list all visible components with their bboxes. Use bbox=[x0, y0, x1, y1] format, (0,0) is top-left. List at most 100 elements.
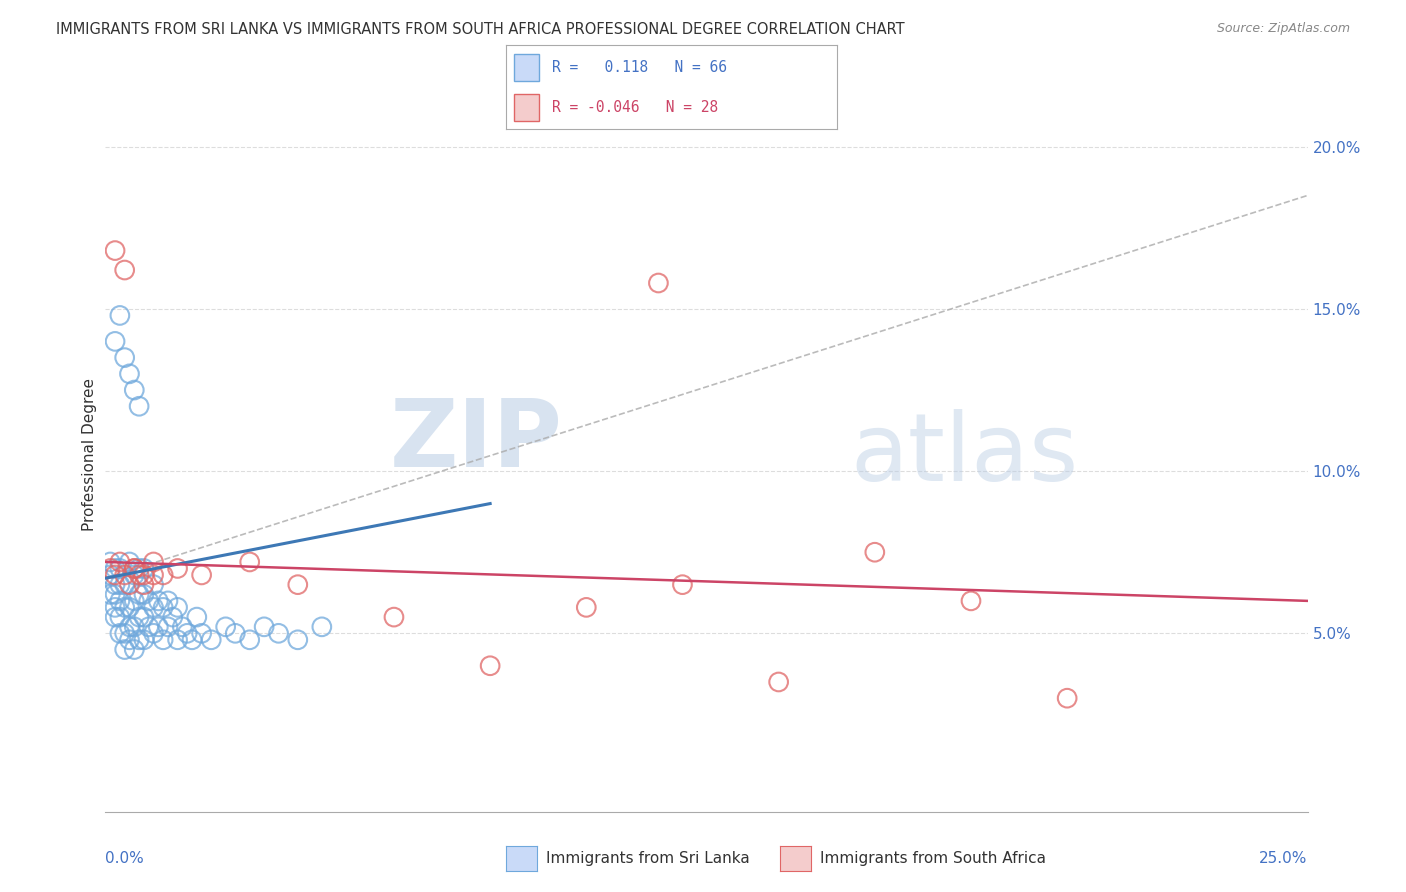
Point bbox=[647, 276, 669, 290]
Point bbox=[176, 626, 198, 640]
Point bbox=[181, 632, 204, 647]
Point bbox=[138, 594, 160, 608]
Point bbox=[152, 600, 174, 615]
Point bbox=[114, 568, 136, 582]
Point bbox=[863, 545, 886, 559]
Point bbox=[108, 610, 131, 624]
Point bbox=[142, 600, 165, 615]
Point bbox=[118, 632, 141, 647]
Point bbox=[128, 568, 150, 582]
Point bbox=[124, 561, 146, 575]
Point bbox=[124, 383, 146, 397]
Point bbox=[132, 610, 155, 624]
Point bbox=[104, 577, 127, 591]
Point bbox=[156, 594, 179, 608]
Point bbox=[104, 568, 127, 582]
Point bbox=[166, 600, 188, 615]
Point bbox=[479, 658, 502, 673]
Point bbox=[166, 632, 188, 647]
Point bbox=[382, 610, 405, 624]
Point bbox=[118, 600, 141, 615]
Point bbox=[287, 632, 309, 647]
Point bbox=[142, 568, 165, 582]
Point bbox=[132, 568, 155, 582]
Point bbox=[114, 577, 136, 591]
Point bbox=[108, 309, 131, 323]
Point bbox=[128, 561, 150, 575]
Text: R =   0.118   N = 66: R = 0.118 N = 66 bbox=[553, 60, 727, 75]
Point bbox=[1056, 691, 1078, 706]
Point bbox=[104, 334, 127, 349]
Point bbox=[142, 626, 165, 640]
Point bbox=[200, 632, 222, 647]
Point bbox=[98, 555, 121, 569]
Point bbox=[132, 632, 155, 647]
Point bbox=[128, 610, 150, 624]
Point bbox=[214, 620, 236, 634]
Point bbox=[124, 561, 146, 575]
Point bbox=[152, 632, 174, 647]
Point bbox=[162, 610, 184, 624]
Point bbox=[960, 594, 983, 608]
Point bbox=[190, 568, 212, 582]
Bar bbox=[515, 94, 540, 120]
Point bbox=[148, 594, 170, 608]
Point bbox=[114, 626, 136, 640]
Point bbox=[114, 351, 136, 365]
Point bbox=[98, 587, 121, 601]
Text: Source: ZipAtlas.com: Source: ZipAtlas.com bbox=[1216, 22, 1350, 36]
Point bbox=[124, 620, 146, 634]
Point bbox=[142, 555, 165, 569]
Text: ZIP: ZIP bbox=[389, 394, 562, 487]
Point bbox=[104, 587, 127, 601]
Text: Immigrants from Sri Lanka: Immigrants from Sri Lanka bbox=[546, 851, 749, 865]
Point bbox=[152, 568, 174, 582]
Bar bbox=[515, 54, 540, 81]
Point bbox=[267, 626, 290, 640]
Text: 25.0%: 25.0% bbox=[1260, 851, 1308, 866]
Point bbox=[186, 610, 208, 624]
Point bbox=[239, 555, 262, 569]
Point bbox=[124, 594, 146, 608]
Point bbox=[108, 561, 131, 575]
Point bbox=[156, 620, 179, 634]
Point bbox=[108, 577, 131, 591]
Point bbox=[114, 642, 136, 657]
Point bbox=[138, 620, 160, 634]
Point bbox=[224, 626, 246, 640]
Point bbox=[98, 568, 121, 582]
Point bbox=[190, 626, 212, 640]
Point bbox=[148, 620, 170, 634]
Point bbox=[768, 675, 790, 690]
Point bbox=[124, 642, 146, 657]
Point bbox=[172, 620, 194, 634]
Point bbox=[98, 561, 121, 575]
Point bbox=[108, 555, 131, 569]
Point bbox=[132, 577, 155, 591]
Point bbox=[104, 244, 127, 258]
Point bbox=[118, 367, 141, 381]
Point bbox=[104, 600, 127, 615]
Text: Immigrants from South Africa: Immigrants from South Africa bbox=[820, 851, 1046, 865]
Point bbox=[132, 561, 155, 575]
Point bbox=[239, 632, 262, 647]
Point bbox=[104, 610, 127, 624]
Point bbox=[108, 626, 131, 640]
Point bbox=[132, 587, 155, 601]
Text: atlas: atlas bbox=[851, 409, 1078, 501]
Point bbox=[142, 577, 165, 591]
Point bbox=[104, 561, 127, 575]
Text: 0.0%: 0.0% bbox=[105, 851, 145, 866]
Point bbox=[114, 600, 136, 615]
Y-axis label: Professional Degree: Professional Degree bbox=[82, 378, 97, 532]
Point bbox=[118, 577, 141, 591]
Point bbox=[671, 577, 693, 591]
Point bbox=[118, 555, 141, 569]
Point bbox=[311, 620, 333, 634]
Point bbox=[253, 620, 276, 634]
Text: R = -0.046   N = 28: R = -0.046 N = 28 bbox=[553, 100, 718, 115]
Point bbox=[166, 561, 188, 575]
Point bbox=[114, 263, 136, 277]
Point bbox=[128, 632, 150, 647]
Point bbox=[128, 587, 150, 601]
